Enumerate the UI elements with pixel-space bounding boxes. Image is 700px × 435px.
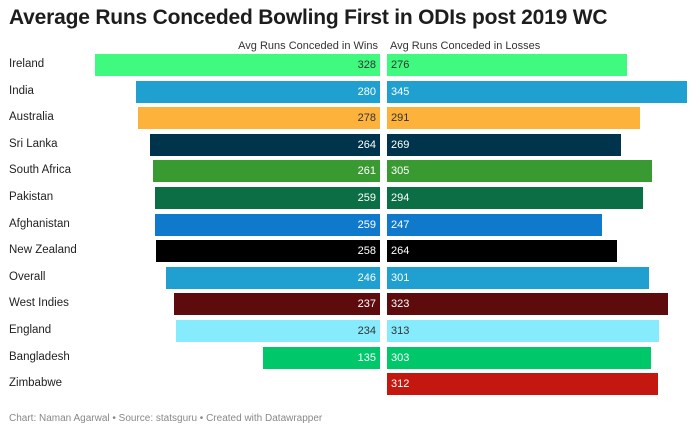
losses-bar (387, 54, 628, 76)
losses-value-label: 301 (391, 271, 410, 284)
category-label: Sri Lanka (9, 137, 58, 150)
losses-bar (387, 213, 602, 236)
wins-bar (154, 187, 380, 209)
wins-value-label: 259 (357, 218, 376, 231)
wins-bar (150, 133, 380, 156)
wins-value-label: 246 (357, 271, 376, 284)
category-label: Australia (9, 111, 54, 124)
losses-value-label: 269 (391, 138, 410, 151)
losses-value-label: 247 (391, 218, 410, 231)
wins-value-label: 258 (357, 245, 376, 258)
losses-column-header: Avg Runs Conceded in Losses (390, 40, 541, 52)
wins-bar (94, 54, 380, 76)
wins-bar (155, 240, 380, 263)
wins-bar (176, 320, 380, 342)
category-label: Bangladesh (9, 350, 70, 363)
wins-value-label: 280 (357, 85, 376, 98)
losses-value-label: 323 (391, 298, 410, 311)
losses-bar (387, 107, 641, 130)
category-label: South Africa (9, 164, 72, 177)
chart-title: Average Runs Conceded Bowling First in O… (9, 6, 608, 29)
category-label: India (9, 84, 34, 97)
losses-bar (387, 187, 643, 209)
category-label: England (9, 324, 52, 336)
wins-value-label: 237 (357, 298, 376, 311)
wins-bar (152, 160, 380, 183)
wins-column-header: Avg Runs Conceded in Wins (238, 40, 378, 52)
category-label: Pakistan (9, 191, 54, 203)
chart-source-note: Chart: Naman Agarwal • Source: statsguru… (9, 413, 323, 424)
losses-bar (387, 346, 651, 369)
losses-bar (387, 266, 649, 289)
category-label: Ireland (9, 58, 45, 70)
losses-bar (387, 240, 617, 263)
wins-bar (136, 80, 380, 103)
wins-value-label: 328 (357, 59, 376, 71)
losses-value-label: 345 (391, 85, 410, 98)
wins-value-label: 261 (357, 165, 376, 178)
losses-value-label: 313 (391, 325, 410, 337)
wins-bar (262, 346, 380, 369)
category-label: Zimbabwe (9, 377, 63, 390)
losses-bar (387, 373, 659, 396)
wins-value-label: 135 (357, 351, 376, 364)
category-label: Afghanistan (9, 217, 70, 230)
wins-bar (165, 266, 380, 289)
losses-bar (387, 160, 653, 183)
category-label: West Indies (9, 297, 69, 310)
losses-bar (387, 293, 668, 316)
wins-bar (154, 213, 380, 236)
losses-value-label: 303 (391, 351, 410, 364)
wins-bar (173, 293, 380, 316)
losses-value-label: 294 (391, 192, 410, 204)
losses-value-label: 312 (391, 378, 410, 391)
wins-value-label: 234 (357, 325, 376, 337)
wins-value-label: 278 (357, 112, 376, 125)
losses-bar (387, 320, 660, 342)
wins-bar (138, 107, 380, 130)
category-label: Overall (9, 270, 46, 283)
category-label: New Zealand (9, 244, 77, 257)
losses-value-label: 276 (391, 59, 410, 71)
losses-bar (387, 133, 622, 156)
wins-value-label: 259 (357, 192, 376, 204)
wins-value-label: 264 (357, 138, 376, 151)
losses-bar (387, 80, 688, 103)
losses-value-label: 305 (391, 165, 410, 178)
losses-value-label: 291 (391, 112, 410, 125)
losses-value-label: 264 (391, 245, 410, 258)
